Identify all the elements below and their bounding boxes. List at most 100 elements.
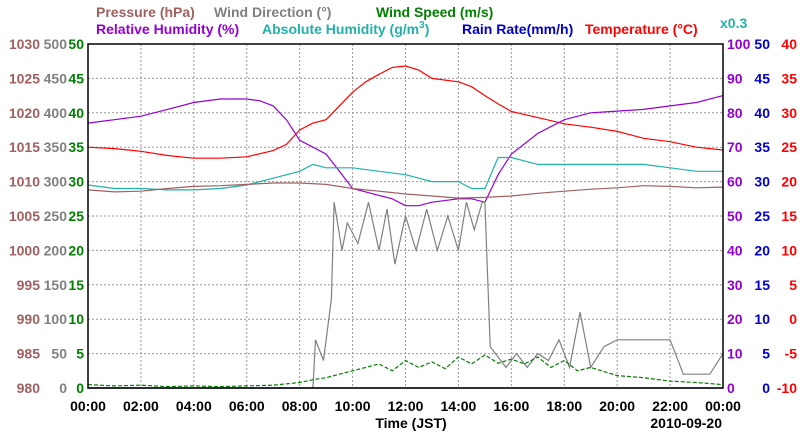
x-tick-label: 22:00 xyxy=(652,398,688,414)
y-tick-wind-speed: 5 xyxy=(76,346,84,362)
y-tick-rain-rate: 35 xyxy=(754,139,770,155)
legend-temperature: Temperature (°C) xyxy=(585,21,698,37)
y-tick-wind-speed: 35 xyxy=(68,139,84,155)
x-tick-label: 20:00 xyxy=(599,398,635,414)
y-tick-relative-humidity: 10 xyxy=(727,346,743,362)
series-line-wind-direction xyxy=(88,201,724,389)
legend-absolute-humidity-text: Absolute Humidity (g/m xyxy=(262,21,419,37)
legend-relative-humidity: Relative Humidity (%) xyxy=(96,21,239,37)
y-tick-pressure: 1015 xyxy=(9,139,40,155)
y-tick-temperature: 35 xyxy=(781,70,797,86)
legend-rain-scale: x0.3 xyxy=(720,15,747,31)
y-tick-temperature: 15 xyxy=(781,208,797,224)
x-tick-label: 04:00 xyxy=(176,398,212,414)
y-tick-temperature: -5 xyxy=(785,346,798,362)
y-tick-wind-direction: 250 xyxy=(44,208,68,224)
y-tick-wind-direction: 300 xyxy=(44,174,68,190)
y-tick-rain-rate: 5 xyxy=(762,346,770,362)
y-tick-temperature: 40 xyxy=(781,36,797,52)
y-tick-pressure: 990 xyxy=(17,311,41,327)
y-tick-temperature: 20 xyxy=(781,174,797,190)
x-tick-label: 02:00 xyxy=(123,398,159,414)
x-tick-label: 00:00 xyxy=(70,398,106,414)
x-tick-label: 06:00 xyxy=(229,398,265,414)
y-tick-relative-humidity: 30 xyxy=(727,277,743,293)
y-tick-temperature: -10 xyxy=(777,380,797,396)
y-tick-wind-direction: 500 xyxy=(44,36,68,52)
legend-pressure: Pressure (hPa) xyxy=(96,4,195,20)
y-tick-wind-speed: 30 xyxy=(68,174,84,190)
y-tick-pressure: 1025 xyxy=(9,70,40,86)
x-tick-label: 10:00 xyxy=(335,398,371,414)
x-tick-label: 12:00 xyxy=(388,398,424,414)
y-tick-wind-speed: 25 xyxy=(68,208,84,224)
y-tick-temperature: 25 xyxy=(781,139,797,155)
legend-wind-direction: Wind Direction (°) xyxy=(214,4,331,20)
y-tick-temperature: 0 xyxy=(789,311,797,327)
y-tick-temperature: 10 xyxy=(781,242,797,258)
series-layer xyxy=(87,65,724,389)
y-tick-relative-humidity: 20 xyxy=(727,311,743,327)
series-line-pressure-hpa xyxy=(87,182,724,199)
y-tick-rain-rate: 45 xyxy=(754,70,770,86)
x-tick-label: 18:00 xyxy=(546,398,582,414)
y-tick-wind-direction: 150 xyxy=(44,277,68,293)
y-tick-wind-direction: 50 xyxy=(51,346,67,362)
y-tick-rain-rate: 50 xyxy=(754,36,770,52)
legend-absolute-humidity: Absolute Humidity (g/m3) xyxy=(262,20,429,37)
legend-absolute-humidity-sup: 3 xyxy=(419,20,425,31)
y-tick-wind-direction: 450 xyxy=(44,70,68,86)
y-tick-wind-direction: 350 xyxy=(44,139,68,155)
y-tick-pressure: 1010 xyxy=(9,174,40,190)
y-tick-wind-speed: 40 xyxy=(68,105,84,121)
y-tick-relative-humidity: 70 xyxy=(727,139,743,155)
y-tick-wind-speed: 0 xyxy=(76,380,84,396)
y-tick-wind-direction: 400 xyxy=(44,105,68,121)
y-tick-rain-rate: 15 xyxy=(754,277,770,293)
y-tick-temperature: 5 xyxy=(789,277,797,293)
grid xyxy=(88,44,723,388)
y-tick-wind-speed: 45 xyxy=(68,70,84,86)
y-tick-relative-humidity: 50 xyxy=(727,208,743,224)
y-tick-pressure: 980 xyxy=(17,380,41,396)
legend-rain-rate: Rain Rate(mm/h) xyxy=(462,21,573,37)
y-tick-relative-humidity: 40 xyxy=(727,242,743,258)
y-tick-pressure: 985 xyxy=(17,346,41,362)
y-tick-relative-humidity: 90 xyxy=(727,70,743,86)
y-tick-rain-rate: 0 xyxy=(762,380,770,396)
x-tick-label: 14:00 xyxy=(441,398,477,414)
y-tick-rain-rate: 30 xyxy=(754,174,770,190)
y-tick-pressure: 1030 xyxy=(9,36,40,52)
y-tick-wind-speed: 15 xyxy=(68,277,84,293)
y-tick-rain-rate: 25 xyxy=(754,208,770,224)
y-tick-wind-direction: 0 xyxy=(59,380,67,396)
legend-wind-speed: Wind Speed (m/s) xyxy=(376,4,493,20)
y-tick-pressure: 1000 xyxy=(9,242,40,258)
y-tick-wind-direction: 100 xyxy=(44,311,68,327)
x-tick-label: 16:00 xyxy=(493,398,529,414)
y-tick-wind-speed: 10 xyxy=(68,311,84,327)
series-line-absolute-humidity-g-m3 xyxy=(87,156,723,191)
y-tick-relative-humidity: 60 xyxy=(727,174,743,190)
y-tick-temperature: 30 xyxy=(781,105,797,121)
y-tick-wind-speed: 20 xyxy=(68,242,84,258)
x-tick-label: 00:00 xyxy=(705,398,741,414)
x-axis-label: Time (JST) xyxy=(375,415,446,431)
y-tick-relative-humidity: 100 xyxy=(727,36,751,52)
y-tick-rain-rate: 10 xyxy=(754,311,770,327)
series-line-temperature-c xyxy=(87,65,724,159)
y-tick-pressure: 995 xyxy=(17,277,41,293)
y-tick-pressure: 1020 xyxy=(9,105,40,121)
plot-frame xyxy=(87,43,724,389)
y-tick-rain-rate: 40 xyxy=(754,105,770,121)
x-tick-label: 08:00 xyxy=(282,398,318,414)
legend-absolute-humidity-close: ) xyxy=(425,21,430,37)
y-tick-wind-speed: 50 xyxy=(68,36,84,52)
y-tick-relative-humidity: 80 xyxy=(727,105,743,121)
tick-labels: 1030102510201015101010051000995990985980… xyxy=(9,36,797,414)
y-tick-rain-rate: 20 xyxy=(754,242,770,258)
series-line-relative-humidity xyxy=(87,95,724,207)
y-tick-pressure: 1005 xyxy=(9,208,40,224)
y-tick-relative-humidity: 0 xyxy=(727,380,735,396)
